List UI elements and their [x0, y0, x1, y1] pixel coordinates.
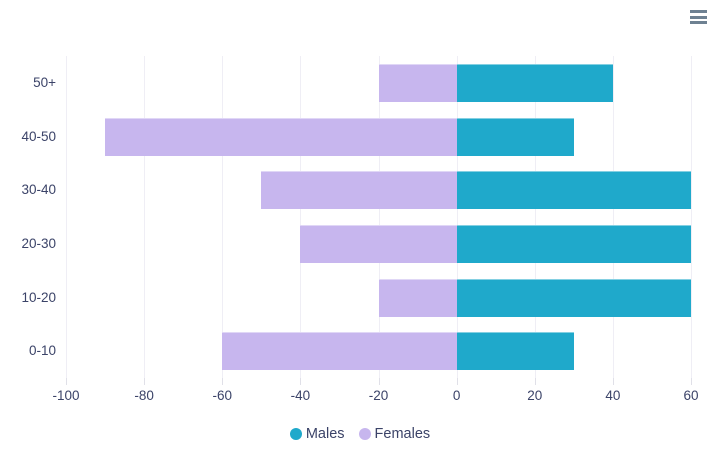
y-axis-label: 10-20 [21, 289, 56, 305]
bar-males-50plus[interactable] [456, 63, 613, 102]
x-axis-tick [456, 378, 458, 385]
y-axis-label: 20-30 [21, 235, 56, 251]
bar-females-40-50[interactable] [105, 117, 457, 156]
gridline [534, 56, 536, 378]
gridline [378, 56, 380, 378]
bar-females-10-20[interactable] [378, 278, 457, 317]
legend-item-males[interactable]: Males [289, 426, 345, 442]
legend-label: Males [305, 426, 345, 442]
legend: Males Females [0, 426, 720, 442]
x-axis-label: -100 [52, 388, 80, 403]
menu-icon-bar [690, 21, 707, 24]
gridline [222, 56, 224, 378]
gridline [66, 56, 67, 378]
legend-label: Females [374, 426, 431, 442]
y-axis-label: 0-10 [28, 343, 56, 359]
bar-males-40-50[interactable] [456, 117, 574, 156]
x-axis-tick [66, 378, 67, 385]
legend-marker-males [289, 428, 302, 440]
x-axis-tick [534, 378, 536, 385]
y-axis-label: 30-40 [21, 182, 56, 198]
menu-icon[interactable] [690, 10, 707, 24]
x-axis-tick [222, 378, 224, 385]
gridline [456, 56, 458, 378]
x-axis-label: -20 [368, 388, 389, 403]
bar-females-0-10[interactable] [222, 332, 457, 371]
menu-icon-bar [690, 15, 707, 19]
bar-females-20-30[interactable] [300, 224, 457, 263]
bar-males-0-10[interactable] [456, 332, 574, 371]
x-axis-label: -60 [212, 388, 233, 403]
x-axis-label: -80 [134, 388, 154, 403]
menu-icon-bar [690, 10, 707, 13]
gridline [300, 56, 302, 378]
x-axis-tick [691, 378, 692, 385]
x-axis-tick [300, 378, 302, 385]
bar-females-30-40[interactable] [261, 171, 457, 210]
x-axis-label: 40 [605, 388, 621, 403]
bar-males-20-30[interactable] [456, 224, 691, 263]
gridline [691, 56, 692, 378]
x-axis-label: 60 [683, 388, 699, 403]
bar-females-50plus[interactable] [378, 63, 457, 102]
x-axis-label: 0 [452, 388, 461, 403]
plot-area [66, 56, 692, 378]
y-axis-label: 50+ [33, 74, 56, 90]
bar-males-30-40[interactable] [456, 171, 691, 210]
gridline [144, 56, 146, 378]
x-axis-label: 20 [527, 388, 543, 403]
gridline [612, 56, 614, 378]
x-axis-label: -40 [290, 388, 311, 403]
x-axis-tick [378, 378, 380, 385]
x-axis-tick [612, 378, 614, 385]
x-axis-tick [144, 378, 146, 385]
y-axis-label: 40-50 [21, 128, 56, 144]
legend-item-females[interactable]: Females [358, 426, 431, 442]
bar-males-10-20[interactable] [456, 278, 691, 317]
legend-marker-females [358, 428, 371, 440]
